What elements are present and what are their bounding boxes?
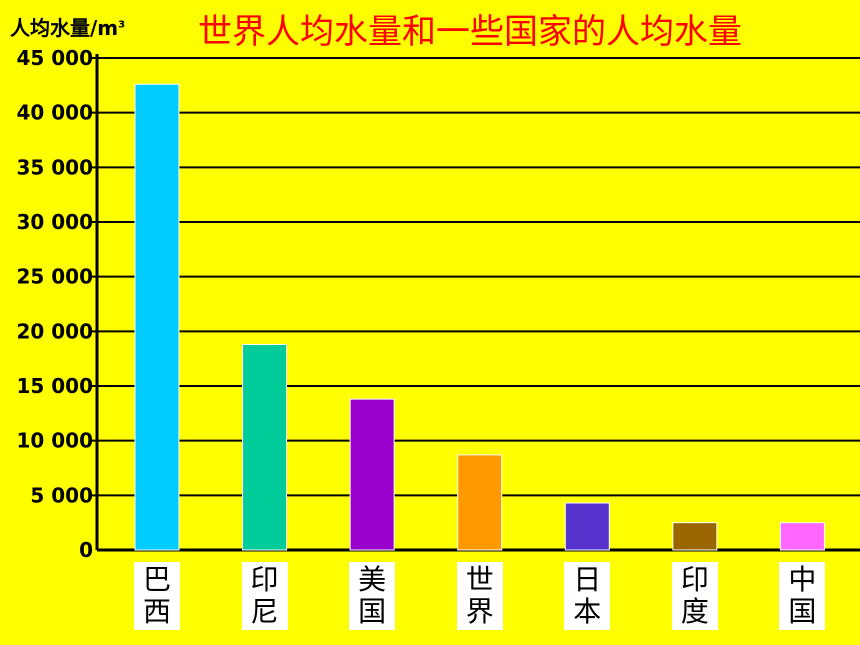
y-tick-label: 15 000	[16, 374, 93, 398]
bar-6	[779, 522, 825, 551]
category-label: 巴西	[134, 562, 180, 630]
bar-4	[564, 502, 610, 551]
chart-title: 世界人均水量和一些国家的人均水量	[198, 12, 742, 52]
bar-0	[134, 83, 180, 551]
category-label: 日本	[564, 562, 611, 630]
y-tick-label: 30 000	[16, 210, 93, 234]
bar-1	[242, 343, 288, 551]
bar-2	[349, 398, 395, 551]
category-label: 美国	[349, 562, 396, 630]
category-label: 印度	[671, 562, 718, 630]
y-tick-label: 5 000	[30, 483, 93, 507]
y-axis-label: 人均水量/m3	[10, 12, 125, 41]
y-axis-label-text: 人均水量/m	[10, 16, 119, 40]
y-tick-label: 35 000	[16, 155, 93, 179]
y-axis-label-unit-exponent: 3	[118, 19, 126, 31]
category-label: 世界	[456, 562, 503, 630]
category-label: 印尼	[241, 562, 288, 630]
y-tick-label: 45 000	[16, 46, 93, 70]
bar-3	[457, 454, 503, 551]
y-tick-label: 10 000	[16, 429, 93, 453]
bar-5	[672, 522, 718, 551]
category-label: 中国	[779, 562, 826, 630]
y-tick-label: 20 000	[16, 319, 93, 343]
y-tick-label: 40 000	[16, 101, 93, 125]
y-tick-label: 25 000	[16, 265, 93, 289]
y-tick-label: 0	[79, 538, 93, 562]
